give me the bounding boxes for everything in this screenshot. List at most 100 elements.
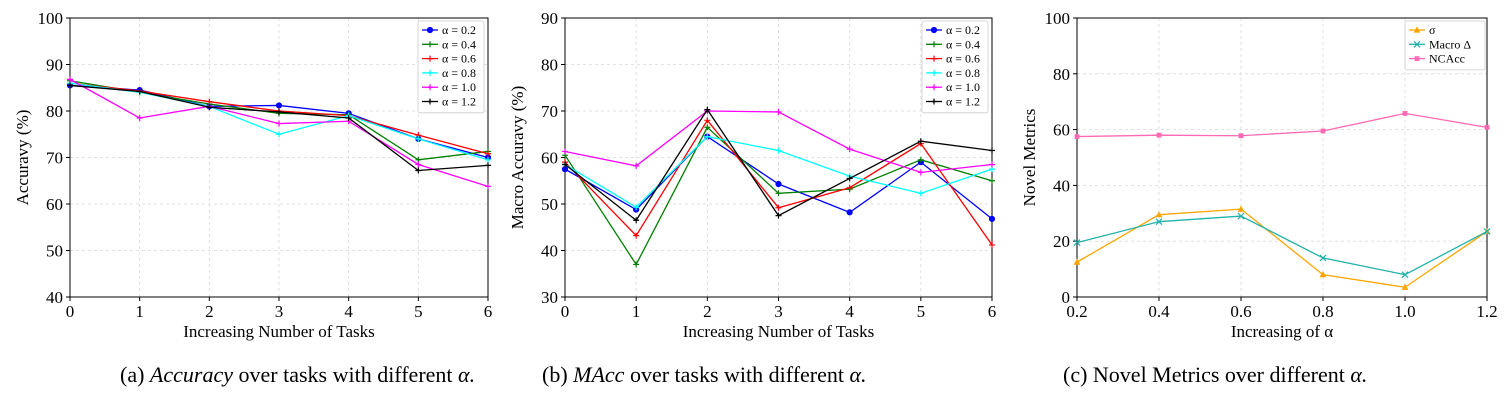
chart-b-series-0-6-2-point-1 <box>633 232 640 239</box>
chart-a-xtick-label-4: 4 <box>344 302 353 321</box>
chart-c-series-ncacc-2-point-4 <box>1402 111 1408 116</box>
chart-b-legend-item-1-marker <box>931 41 937 48</box>
chart-a-legend-item-3-label: α = 0.8 <box>442 66 476 80</box>
chart-a-xtick-label-3: 3 <box>275 302 284 321</box>
chart-c: 0.2 0.4 0.6 0.8 1.0 1.2 0 20 40 60 80 100 Increasing… <box>1020 9 1498 341</box>
chart-a-legend-item-4-label: α = 1.0 <box>442 80 476 94</box>
chart-a: 0 1 2 3 4 5 6 40 50 60 70 80 90 100 Increasing Number … <box>13 9 492 341</box>
chart-a-legend-item-1-marker <box>427 41 433 48</box>
chart-a-series-1-2-5-point-0 <box>67 82 73 89</box>
chart-b-xtick-label-2: 2 <box>703 302 712 321</box>
chart-c-axes-frame <box>1076 17 1488 298</box>
chart-b-xlabel: Increasing Number of Tasks <box>683 322 875 341</box>
caption-b-emph: MAcc <box>573 362 625 387</box>
chart-b-legend-item-5-marker <box>931 98 937 105</box>
chart-b-legend-item-2-marker <box>931 55 937 62</box>
chart-a-legend-item-3-marker <box>427 69 433 76</box>
chart-a-ytick-label-1: 50 <box>46 242 63 261</box>
chart-b-ytick-label-5: 80 <box>541 56 558 75</box>
chart-a-ytick-label-6: 100 <box>38 9 64 28</box>
chart-b-ytick-label-3: 60 <box>541 149 558 168</box>
chart-a-series-1-0-4-point-0 <box>67 76 73 83</box>
chart-b-series-0-8-3-point-2 <box>704 133 711 140</box>
chart-b-series-0-6-2-point-4 <box>846 184 853 191</box>
chart-b-series-1-2-5 <box>562 106 995 224</box>
chart-b-series-0-2-0-point-3 <box>775 180 782 188</box>
chart-a-xtick-label-2: 2 <box>205 302 214 321</box>
chart-a-series-1-0-4-point-1 <box>136 114 143 121</box>
caption-c: (c) Novel Metrics over different α. <box>1063 362 1367 388</box>
caption-a: (a) Accuracy over tasks with different α… <box>120 362 475 388</box>
chart-b-legend-item-4-label: α = 1.0 <box>946 80 980 94</box>
chart-b-series-0-8-3-point-5 <box>917 190 924 197</box>
chart-b-ytick-label-1: 40 <box>541 242 558 261</box>
chart-a-legend-item-1-label: α = 0.4 <box>442 37 476 51</box>
chart-c-series-macro-1-line <box>1076 215 1488 276</box>
chart-b-series-0-6-2-point-6 <box>989 241 995 248</box>
chart-b-series-0-8-3-point-3 <box>775 147 782 154</box>
caption-a-emph: Accuracy <box>149 362 233 387</box>
chart-c-series-ncacc-2-point-1 <box>1156 132 1162 138</box>
chart-a-ytick-label-3: 70 <box>46 149 63 168</box>
chart-c-xlabel: Increasing of α <box>1231 322 1333 341</box>
chart-a-ylabel: Accuravy (%) <box>13 110 32 206</box>
chart-a-series-1-0-4-point-6 <box>485 183 491 190</box>
chart-b-legend-item-2-label: α = 0.6 <box>946 52 980 66</box>
caption-b-text: over tasks with different <box>629 362 844 387</box>
chart-b-series-1-0-4-point-0 <box>562 148 568 155</box>
chart-c-series-macro-1 <box>1073 212 1491 279</box>
chart-b-legend-item-3-label: α = 0.8 <box>946 66 980 80</box>
chart-b-legend-item-0-marker <box>930 26 938 34</box>
chart-b-series-0-4-1-point-6 <box>989 177 995 184</box>
caption-c-text: Novel Metrics over different <box>1092 362 1345 387</box>
chart-b-series-1-2-5-point-4 <box>846 175 853 182</box>
chart-b-series-0-6-2-point-3 <box>775 204 782 211</box>
chart-b-series-0-4-1-point-2 <box>704 124 711 131</box>
chart-b-series-0-4-1-point-5 <box>917 156 924 163</box>
chart-c-series-macro-1-point-2 <box>1237 212 1245 220</box>
chart-b-series-1-2-5-point-2 <box>704 106 711 113</box>
caption-a-symbol: α. <box>458 362 476 387</box>
chart-c-legend-item-2-marker <box>1414 56 1420 61</box>
chart-b-legend-item-0-label: α = 0.2 <box>946 23 980 37</box>
chart-a-series-1-2-5-point-2 <box>206 104 213 111</box>
chart-c-series-macro-1-point-1 <box>1155 218 1163 226</box>
chart-a-series-0-2-0-point-3 <box>275 102 283 109</box>
chart-b-series-1-0-4 <box>562 108 995 176</box>
chart-b-xtick-label-4: 4 <box>845 302 854 321</box>
chart-b-xtick-label-6: 6 <box>988 302 997 321</box>
chart-a-legend-item-5-label: α = 1.2 <box>442 95 476 109</box>
chart-a-series-1-2-5 <box>67 82 491 174</box>
chart-b-legend-item-1-label: α = 0.4 <box>946 37 980 51</box>
chart-b-series-1-0-4-point-5 <box>917 169 924 176</box>
chart-b-series-1-2-5-point-5 <box>917 138 924 145</box>
chart-c-ytick-label-0: 0 <box>1062 288 1071 307</box>
chart-c-series-s-0-point-0 <box>1073 258 1081 265</box>
chart-c-ytick-label-5: 100 <box>1045 9 1071 28</box>
chart-c-series-macro-1-point-5 <box>1483 228 1491 235</box>
caption-b-label: (b) <box>542 362 568 387</box>
caption-c-symbol: α. <box>1350 362 1368 387</box>
chart-c-legend-item-0-label: σ <box>1429 23 1436 37</box>
chart-c-series-ncacc-2-point-5 <box>1484 124 1490 130</box>
chart-c-series-macro-1-point-4 <box>1401 271 1409 279</box>
chart-a-series-1-0-4-point-3 <box>276 120 282 127</box>
chart-b-xtick-label-5: 5 <box>917 302 926 321</box>
chart-b-legend: α = 0.2α = 0.4α = 0.6α = 0.8α = 1.0α = 1… <box>921 20 989 114</box>
chart-a-series-0-8-3-point-5 <box>415 135 422 142</box>
chart-b-series-1-0-4-point-4 <box>846 146 853 153</box>
chart-a-ytick-label-2: 60 <box>46 195 63 214</box>
chart-c-series-ncacc-2-point-3 <box>1320 128 1326 134</box>
chart-c-legend-box <box>1404 20 1486 71</box>
chart-b-xtick-label-0: 0 <box>561 302 570 321</box>
chart-c-series-ncacc-2-line <box>1076 112 1488 138</box>
chart-c-series-ncacc-2 <box>1074 111 1490 139</box>
chart-a-series-0-8-3-point-6 <box>485 156 491 163</box>
chart-b-series-1-2-5-point-1 <box>633 217 640 224</box>
chart-b-ylabel: Macro Accuravy (%) <box>508 86 527 230</box>
chart-a-series-1-2-5-point-6 <box>485 162 491 169</box>
chart-c-legend-item-0-marker <box>1413 26 1421 33</box>
chart-a-series-0-8-3-point-3 <box>276 131 282 138</box>
chart-b-series-1-2-5-point-6 <box>989 147 995 154</box>
